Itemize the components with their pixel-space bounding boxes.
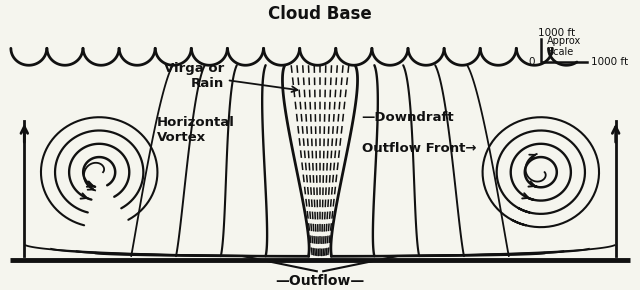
Text: Virga or
Rain: Virga or Rain	[164, 61, 298, 92]
Text: 1000 ft: 1000 ft	[538, 28, 575, 38]
Text: —Downdraft: —Downdraft	[362, 111, 454, 124]
Text: Approx
Scale: Approx Scale	[547, 36, 582, 57]
Text: 1000 ft: 1000 ft	[591, 57, 628, 67]
Text: 0: 0	[528, 57, 534, 67]
Text: Horizontal
Vortex: Horizontal Vortex	[157, 116, 235, 144]
Text: Outflow Front→: Outflow Front→	[362, 142, 476, 155]
Text: —Outflow—: —Outflow—	[275, 274, 365, 288]
Text: Cloud Base: Cloud Base	[268, 5, 372, 23]
